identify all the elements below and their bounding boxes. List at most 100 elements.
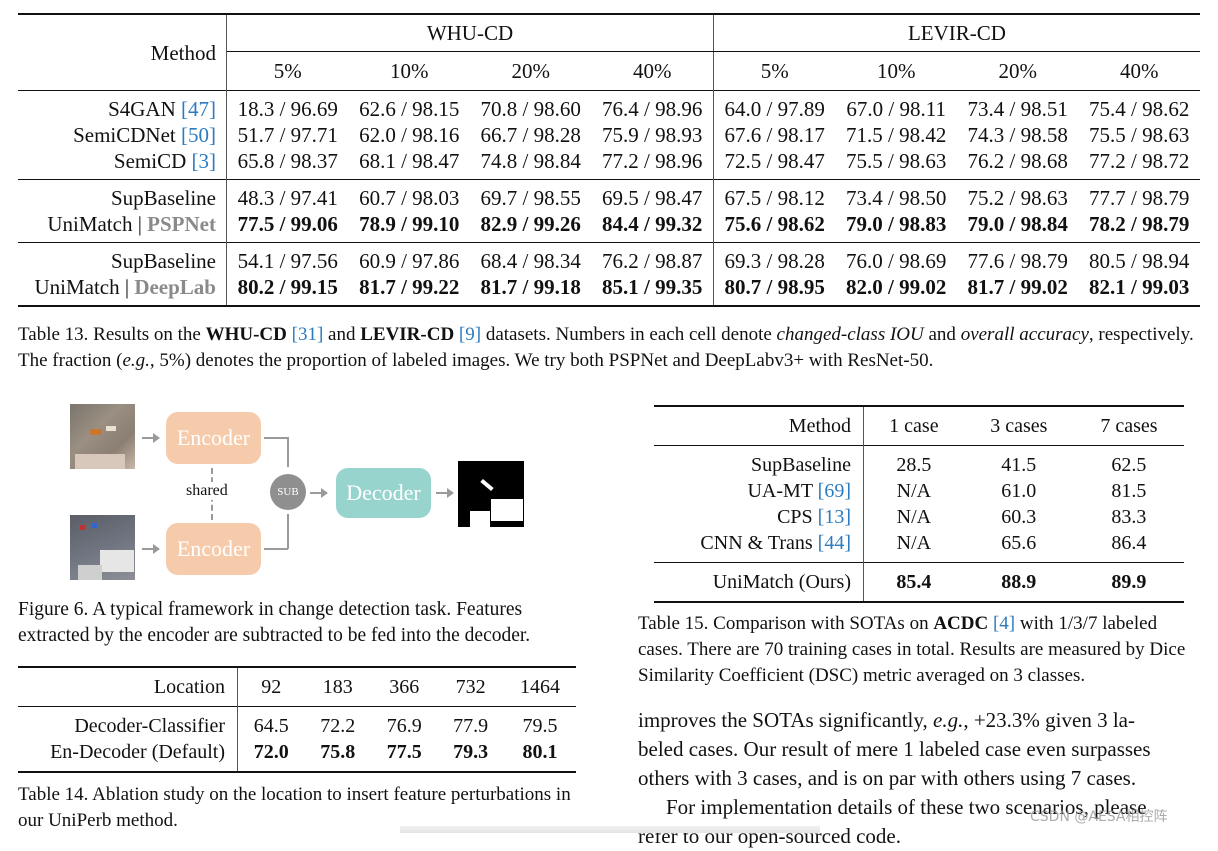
cell: 18.3 / 96.69 <box>237 97 338 121</box>
cell: 68.4 / 98.34 <box>480 249 581 273</box>
arrow-icon <box>436 488 454 498</box>
cell: 48.3 / 97.41 <box>237 186 338 210</box>
cell: 51.7 / 97.71 <box>237 123 338 147</box>
cell: 77.5 <box>386 741 422 763</box>
cell: 74.8 / 98.84 <box>480 149 581 173</box>
cell: 80.2 / 99.15 <box>237 275 338 299</box>
cell: 72.5 / 98.47 <box>724 149 825 173</box>
cell: 82.0 / 99.02 <box>846 275 947 299</box>
row-label: S4GAN [47] <box>18 90 227 122</box>
cell: 73.4 / 98.50 <box>846 186 947 210</box>
fraction-header: 5% <box>760 59 789 83</box>
cell: 75.6 / 98.62 <box>724 212 825 236</box>
cell: 76.4 / 98.96 <box>591 90 714 122</box>
cell: 77.6 / 98.79 <box>967 249 1068 273</box>
column-header: 3 cases <box>990 415 1048 437</box>
row-label: SemiCD [3] <box>18 148 227 180</box>
cell: 80.1 <box>522 741 558 763</box>
cell: 82.1 / 99.03 <box>1089 275 1190 299</box>
cell: 79.0 / 98.83 <box>846 212 947 236</box>
cell: 69.3 / 98.28 <box>724 249 825 273</box>
cell: 78.2 / 98.79 <box>1089 212 1190 236</box>
cell: 80.5 / 98.94 <box>1089 249 1190 273</box>
table-row-ours: UniMatch (Ours) 85.4 88.9 89.9 <box>654 562 1184 602</box>
cell: 75.8 <box>320 741 356 763</box>
subtract-node: SUB <box>270 474 306 510</box>
cell: 76.0 / 98.69 <box>846 249 947 273</box>
cell: 79.5 <box>522 715 558 737</box>
fraction-header: 20% <box>511 59 550 83</box>
cell: 76.2 / 98.87 <box>591 242 714 274</box>
cell: 75.9 / 98.93 <box>591 122 714 148</box>
cell: 77.2 / 98.96 <box>591 148 714 180</box>
cell: 73.4 / 98.51 <box>967 97 1068 121</box>
cell: 84.4 / 99.32 <box>591 211 714 243</box>
cell: 28.5 <box>896 454 932 476</box>
column-header: 183 <box>322 676 353 698</box>
cell: 81.7 / 99.22 <box>359 275 460 299</box>
fraction-header: 10% <box>876 59 916 83</box>
cell: 75.2 / 98.63 <box>967 186 1068 210</box>
cell: 77.7 / 98.79 <box>1089 186 1190 210</box>
cell: N/A <box>896 506 932 528</box>
cell: 89.9 <box>1111 571 1147 593</box>
arrow-icon <box>310 488 328 498</box>
table-row: S4GAN [47] 18.3 / 96.69 62.6 / 98.15 70.8 /… <box>18 90 1200 122</box>
cell: 72.0 <box>253 741 289 763</box>
cell: 85.4 <box>896 571 932 593</box>
table-row: CPS [13] N/A 60.3 83.3 <box>654 504 1184 530</box>
table-row: SupBaseline 28.5 41.5 62.5 <box>654 445 1184 478</box>
table-row: UniMatch | DeepLab 80.2 / 99.15 81.7 / 99.… <box>18 274 1200 306</box>
table-row: SupBaseline 54.1 / 97.56 60.9 / 97.86 68.4 … <box>18 242 1200 274</box>
location-header: Location <box>18 667 238 707</box>
cell: 76.9 <box>386 715 422 737</box>
cell: 82.9 / 99.26 <box>480 212 581 236</box>
cell: N/A <box>896 532 932 554</box>
cell: 85.1 / 99.35 <box>591 274 714 306</box>
cell: 75.5 / 98.63 <box>846 149 947 173</box>
fraction-header: 40% <box>1119 59 1159 83</box>
cell: 64.0 / 97.89 <box>724 97 825 121</box>
cell: 62.0 / 98.16 <box>359 123 460 147</box>
table-row: Decoder-Classifier 64.5 72.2 76.9 77.9 7… <box>18 706 576 739</box>
fraction-header: 40% <box>591 51 714 91</box>
cell: 61.0 <box>1001 480 1037 502</box>
cell: 75.4 / 98.62 <box>1089 97 1190 121</box>
cell: 70.8 / 98.60 <box>480 97 581 121</box>
encoder-block-top: Encoder <box>166 412 261 464</box>
cell: 79.3 <box>453 741 489 763</box>
table-row: En-Decoder (Default) 72.0 75.8 77.5 79.3… <box>18 739 576 772</box>
cell: 60.7 / 98.03 <box>359 186 460 210</box>
cell: 62.5 <box>1111 454 1147 476</box>
shared-label: shared <box>184 482 230 500</box>
cell: 88.9 <box>1001 571 1037 593</box>
table-14-caption: Table 14. Ablation study on the location… <box>18 784 571 831</box>
row-label: UniMatch | DeepLab <box>18 274 227 306</box>
cell: 62.6 / 98.15 <box>359 97 460 121</box>
cell: 77.9 <box>453 715 489 737</box>
decoder-block: Decoder <box>336 468 431 518</box>
row-label: SemiCDNet [50] <box>18 122 227 148</box>
table-row: SupBaseline 48.3 / 97.41 60.7 / 98.03 69.7 … <box>18 179 1200 211</box>
cell: 77.2 / 98.72 <box>1089 149 1190 173</box>
column-header: 7 cases <box>1100 415 1158 437</box>
row-label: UniMatch (Ours) <box>654 562 864 602</box>
cell: 60.3 <box>1001 506 1037 528</box>
arrow-icon <box>142 544 160 554</box>
table-row: SemiCD [3] 65.8 / 98.37 68.1 / 98.47 74.8 /… <box>18 148 1200 180</box>
cell: 86.4 <box>1111 532 1147 554</box>
cell: 68.1 / 98.47 <box>359 149 460 173</box>
cell: 79.0 / 98.84 <box>967 212 1068 236</box>
table-row: UniMatch | PSPNet 77.5 / 99.06 78.9 / 99.1… <box>18 211 1200 243</box>
encoder-block-bottom: Encoder <box>166 523 261 575</box>
table-15: Method 1 case 3 cases 7 cases SupBaselin… <box>654 405 1184 603</box>
row-label: CNN & Trans [44] <box>654 530 864 563</box>
table-13-caption: Table 13. Results on the WHU-CD [31] and… <box>18 324 1194 371</box>
cell: 67.5 / 98.12 <box>724 186 825 210</box>
change-mask-output <box>458 461 524 527</box>
aerial-image-before <box>70 404 135 469</box>
row-label: UniMatch | PSPNet <box>18 211 227 243</box>
row-label: UA-MT [69] <box>654 478 864 504</box>
column-header: 366 <box>389 676 420 698</box>
scroll-shadow <box>400 826 820 833</box>
